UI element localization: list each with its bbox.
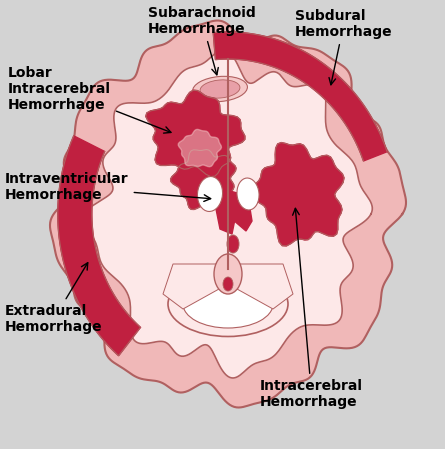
Polygon shape bbox=[250, 143, 344, 246]
Polygon shape bbox=[146, 90, 245, 176]
Ellipse shape bbox=[168, 272, 288, 336]
Polygon shape bbox=[84, 50, 372, 378]
Ellipse shape bbox=[214, 254, 242, 294]
Ellipse shape bbox=[200, 80, 240, 98]
Ellipse shape bbox=[183, 280, 273, 328]
Ellipse shape bbox=[223, 277, 233, 291]
Text: Subarachnoid
Hemorrhage: Subarachnoid Hemorrhage bbox=[148, 6, 256, 75]
Text: Extradural
Hemorrhage: Extradural Hemorrhage bbox=[5, 263, 103, 334]
Polygon shape bbox=[213, 32, 387, 161]
Polygon shape bbox=[178, 129, 222, 167]
Ellipse shape bbox=[198, 176, 222, 211]
Ellipse shape bbox=[227, 235, 239, 253]
Polygon shape bbox=[50, 21, 406, 408]
Polygon shape bbox=[58, 136, 141, 356]
Polygon shape bbox=[230, 191, 252, 231]
Polygon shape bbox=[228, 264, 293, 309]
Text: Subdural
Hemorrhage: Subdural Hemorrhage bbox=[295, 9, 392, 85]
Ellipse shape bbox=[193, 76, 247, 101]
Text: Intracerebral
Hemorrhage: Intracerebral Hemorrhage bbox=[260, 208, 363, 409]
Text: Intraventricular
Hemorrhage: Intraventricular Hemorrhage bbox=[5, 172, 210, 202]
Polygon shape bbox=[170, 150, 236, 210]
Polygon shape bbox=[163, 264, 228, 309]
Polygon shape bbox=[215, 189, 235, 234]
Ellipse shape bbox=[237, 178, 259, 210]
Text: Lobar
Intracerebral
Hemorrhage: Lobar Intracerebral Hemorrhage bbox=[8, 66, 171, 133]
